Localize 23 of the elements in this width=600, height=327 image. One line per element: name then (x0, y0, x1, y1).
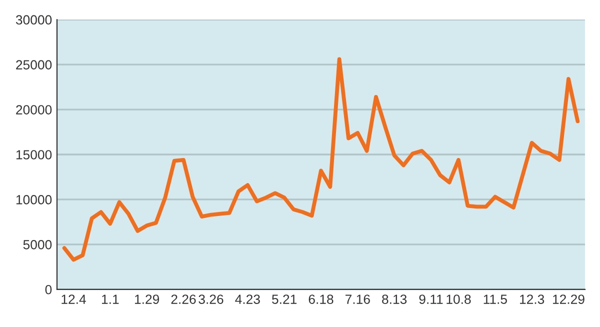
x-tick-label: 12.29 (553, 294, 584, 304)
y-tick-label: 0 (45, 284, 52, 294)
line-series (62, 57, 580, 262)
x-tick-label: 6.18 (308, 294, 334, 304)
y-tick-label: 30000 (16, 15, 52, 25)
x-tick-label: 5.21 (272, 294, 297, 304)
x-tick-label: 11.5 (484, 294, 507, 304)
x-tick-label: 1.1 (102, 294, 119, 304)
x-tick-label: 10.8 (446, 294, 471, 304)
x-tick-label: 4.23 (235, 294, 260, 304)
y-tick-label: 15000 (16, 150, 52, 160)
x-tick-label: 7.16 (346, 294, 370, 304)
x-tick-label: 2.26 (171, 294, 196, 304)
x-tick-label: 12.4 (62, 294, 86, 304)
x-tick-label: 12.3 (520, 294, 544, 304)
y-tick-label: 20000 (16, 105, 52, 114)
x-tick-label: 3.26 (198, 294, 224, 304)
x-tick-label: 1.29 (135, 294, 160, 304)
x-tick-label: 8.13 (382, 294, 407, 304)
y-tick-label: 5000 (23, 240, 52, 250)
y-tick-label: 25000 (16, 60, 52, 70)
y-tick-label: 10000 (16, 195, 52, 204)
x-tick-label: 9.11 (419, 294, 443, 304)
